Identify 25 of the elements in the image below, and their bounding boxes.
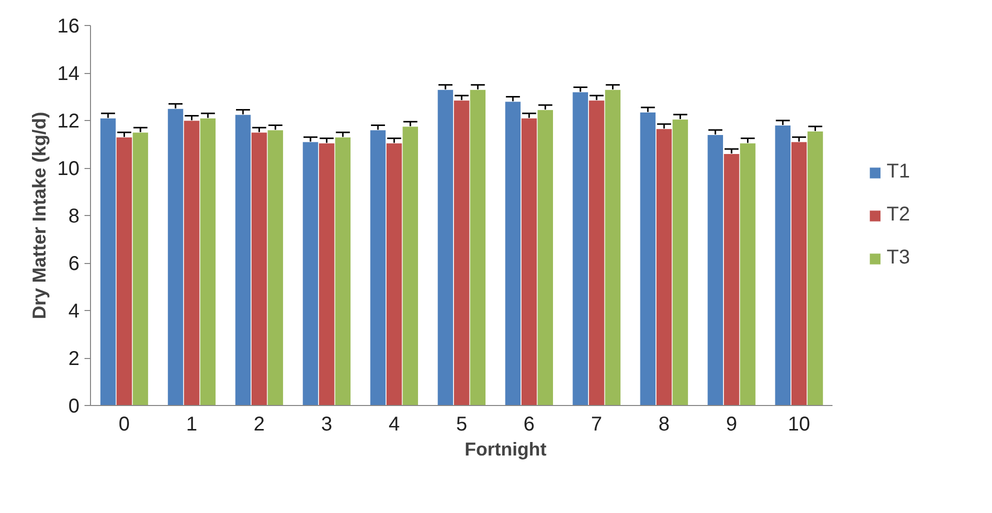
y-tick-label: 16	[57, 16, 80, 38]
legend-label: T2	[886, 204, 910, 226]
legend-label: T3	[886, 246, 910, 270]
x-tick-label: 1	[186, 414, 198, 436]
y-tick-label: 6	[68, 253, 80, 275]
x-tick-label: 7	[591, 414, 602, 436]
y-tick-label: 8	[68, 206, 80, 228]
y-axis-title: Dry Matter Intake (kg/d)	[28, 112, 50, 320]
y-tick-label: 12	[57, 110, 80, 132]
x-tick-label: 8	[658, 414, 670, 436]
x-tick-label: 6	[524, 414, 535, 436]
legend-label: T1	[886, 160, 910, 184]
x-tick-label: 4	[388, 414, 400, 436]
y-tick-label: 14	[57, 63, 80, 85]
x-tick-label: 0	[118, 414, 130, 436]
y-tick-label: 2	[68, 348, 80, 370]
y-tick-label: 4	[68, 300, 80, 322]
x-tick-label: 10	[788, 414, 810, 436]
y-tick-label: 10	[57, 158, 80, 180]
x-axis-title: Fortnight	[464, 438, 546, 460]
x-tick-label: 3	[321, 414, 332, 436]
x-tick-label: 2	[254, 414, 265, 436]
x-tick-label: 9	[726, 414, 738, 436]
x-tick-label: 5	[456, 414, 468, 436]
y-tick-label: 0	[68, 396, 80, 418]
